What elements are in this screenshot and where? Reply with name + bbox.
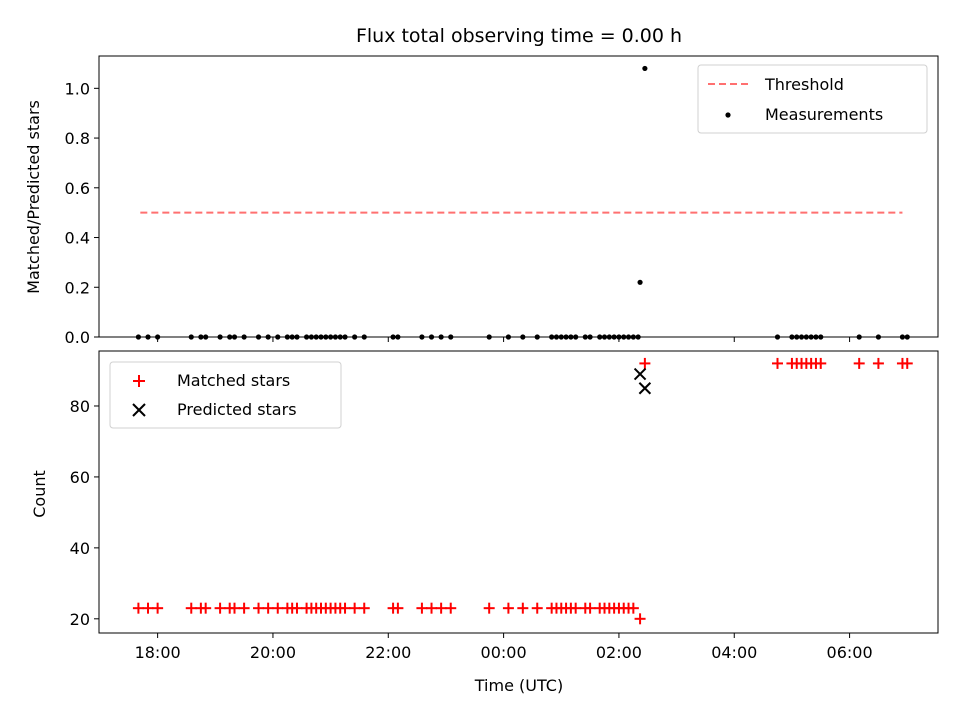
matched-star-marker xyxy=(531,602,543,614)
matched-star-marker xyxy=(483,602,495,614)
bottom-legend: Matched stars Predicted stars xyxy=(109,361,342,429)
matched-star-marker xyxy=(349,602,361,614)
matched-star-marker xyxy=(584,602,596,614)
matched-star-marker xyxy=(634,613,646,625)
bottom-y-axis-label: Count xyxy=(30,470,49,518)
measurement-point xyxy=(642,65,648,72)
y-tick-label: 60 xyxy=(70,468,90,487)
top-legend: Threshold Measurements xyxy=(697,64,928,134)
matched-star-marker xyxy=(502,602,514,614)
measurement-point xyxy=(637,279,643,285)
matched-star-marker xyxy=(815,357,827,369)
x-tick-label: 06:00 xyxy=(827,643,873,662)
predicted-legend-label: Predicted stars xyxy=(177,400,297,419)
matched-star-marker xyxy=(772,357,784,369)
chart-title: Flux total observing time = 0.00 h xyxy=(356,25,682,47)
matched-legend-label: Matched stars xyxy=(177,371,290,390)
y-tick-label: 1.0 xyxy=(65,79,90,98)
matched-star-marker xyxy=(358,602,370,614)
matched-star-marker xyxy=(229,602,241,614)
x-tick-label: 04:00 xyxy=(711,643,757,662)
matched-star-marker xyxy=(445,602,457,614)
matched-star-marker xyxy=(291,602,303,614)
top-axes-frame xyxy=(98,55,939,338)
x-tick-label: 18:00 xyxy=(135,643,181,662)
x-tick-label: 20:00 xyxy=(250,643,296,662)
matched-star-marker xyxy=(339,602,351,614)
y-tick-label: 0.0 xyxy=(65,328,90,347)
matched-star-marker xyxy=(435,602,447,614)
y-tick-label: 40 xyxy=(70,539,90,558)
matched-star-marker xyxy=(570,602,582,614)
x-tick-label: 02:00 xyxy=(596,643,642,662)
x-tick-label: 22:00 xyxy=(365,643,411,662)
matched-star-marker xyxy=(185,602,197,614)
matched-star-marker xyxy=(152,602,164,614)
bottom-legend-frame xyxy=(109,361,342,429)
matched-star-marker xyxy=(142,602,154,614)
matched-star-marker xyxy=(200,602,212,614)
matched-star-marker xyxy=(853,357,865,369)
matched-star-marker xyxy=(416,602,428,614)
x-tick-label: 00:00 xyxy=(481,643,527,662)
y-tick-label: 20 xyxy=(70,610,90,629)
bottom-axes-frame xyxy=(98,350,939,634)
matched-star-marker xyxy=(639,357,651,369)
y-tick-label: 0.8 xyxy=(65,129,90,148)
count-points xyxy=(132,357,913,625)
matched-star-marker xyxy=(872,357,884,369)
y-tick-label: 0.4 xyxy=(65,229,90,248)
matched-star-marker xyxy=(214,602,226,614)
matched-star-marker xyxy=(238,602,250,614)
matched-star-marker xyxy=(426,602,438,614)
y-tick-label: 0.6 xyxy=(65,179,90,198)
top-x-ticks xyxy=(157,337,851,342)
measurements-legend-label: Measurements xyxy=(765,105,883,124)
matched-legend-swatch xyxy=(133,375,145,387)
top-legend-frame xyxy=(697,64,928,134)
measurements-legend-swatch xyxy=(725,112,731,118)
x-axis-label: Time (UTC) xyxy=(474,676,563,695)
predicted-star-marker xyxy=(633,367,647,381)
matched-star-marker xyxy=(253,602,265,614)
threshold-legend-label: Threshold xyxy=(764,75,844,94)
matched-star-marker xyxy=(262,602,274,614)
matched-star-marker xyxy=(517,602,529,614)
y-tick-label: 0.2 xyxy=(65,278,90,297)
predicted-star-marker xyxy=(638,382,652,395)
matched-star-marker xyxy=(392,602,404,614)
matched-star-marker xyxy=(272,602,284,614)
top-y-axis-label: Matched/Predicted stars xyxy=(24,100,43,294)
matched-star-marker xyxy=(132,602,144,614)
matched-star-marker xyxy=(627,602,639,614)
y-tick-label: 80 xyxy=(70,397,90,416)
top-y-ticks: 0.0 0.2 0.4 0.6 0.8 1.0 xyxy=(65,79,99,347)
predicted-legend-swatch xyxy=(132,403,146,417)
matched-star-marker xyxy=(901,357,913,369)
bottom-y-ticks: 20 40 60 80 xyxy=(70,397,99,629)
bottom-x-ticks: 18:00 20:00 22:00 00:00 02:00 04:00 06:00 xyxy=(135,633,873,662)
